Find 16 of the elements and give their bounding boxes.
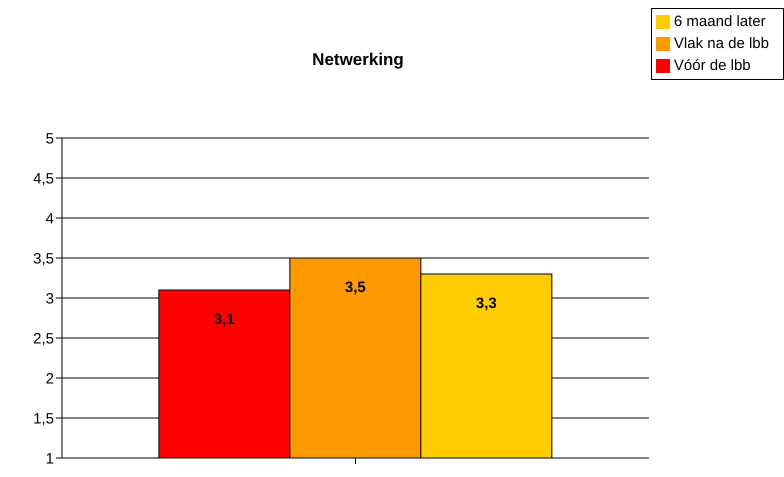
y-tick-label: 1 — [46, 450, 54, 468]
chart-title: Netwerking — [312, 50, 404, 69]
y-tick-label: 1,5 — [33, 410, 54, 428]
data-label: 3,5 — [344, 279, 366, 296]
y-tick-label: 5 — [46, 130, 54, 148]
data-label: 3,1 — [214, 311, 235, 328]
y-tick-label: 3,5 — [33, 250, 54, 268]
legend-label: Vlak na de lbb — [674, 35, 769, 52]
legend-label: Vóór de lbb — [674, 57, 751, 74]
y-tick-label: 4,5 — [33, 170, 54, 188]
legend-label: 6 maand later — [674, 13, 766, 30]
data-label: 3,3 — [476, 295, 497, 312]
y-tick-label: 2 — [46, 370, 54, 388]
y-tick-label: 4 — [46, 210, 54, 228]
y-tick-label: 3 — [46, 290, 54, 308]
y-tick-label: 2,5 — [33, 330, 54, 348]
